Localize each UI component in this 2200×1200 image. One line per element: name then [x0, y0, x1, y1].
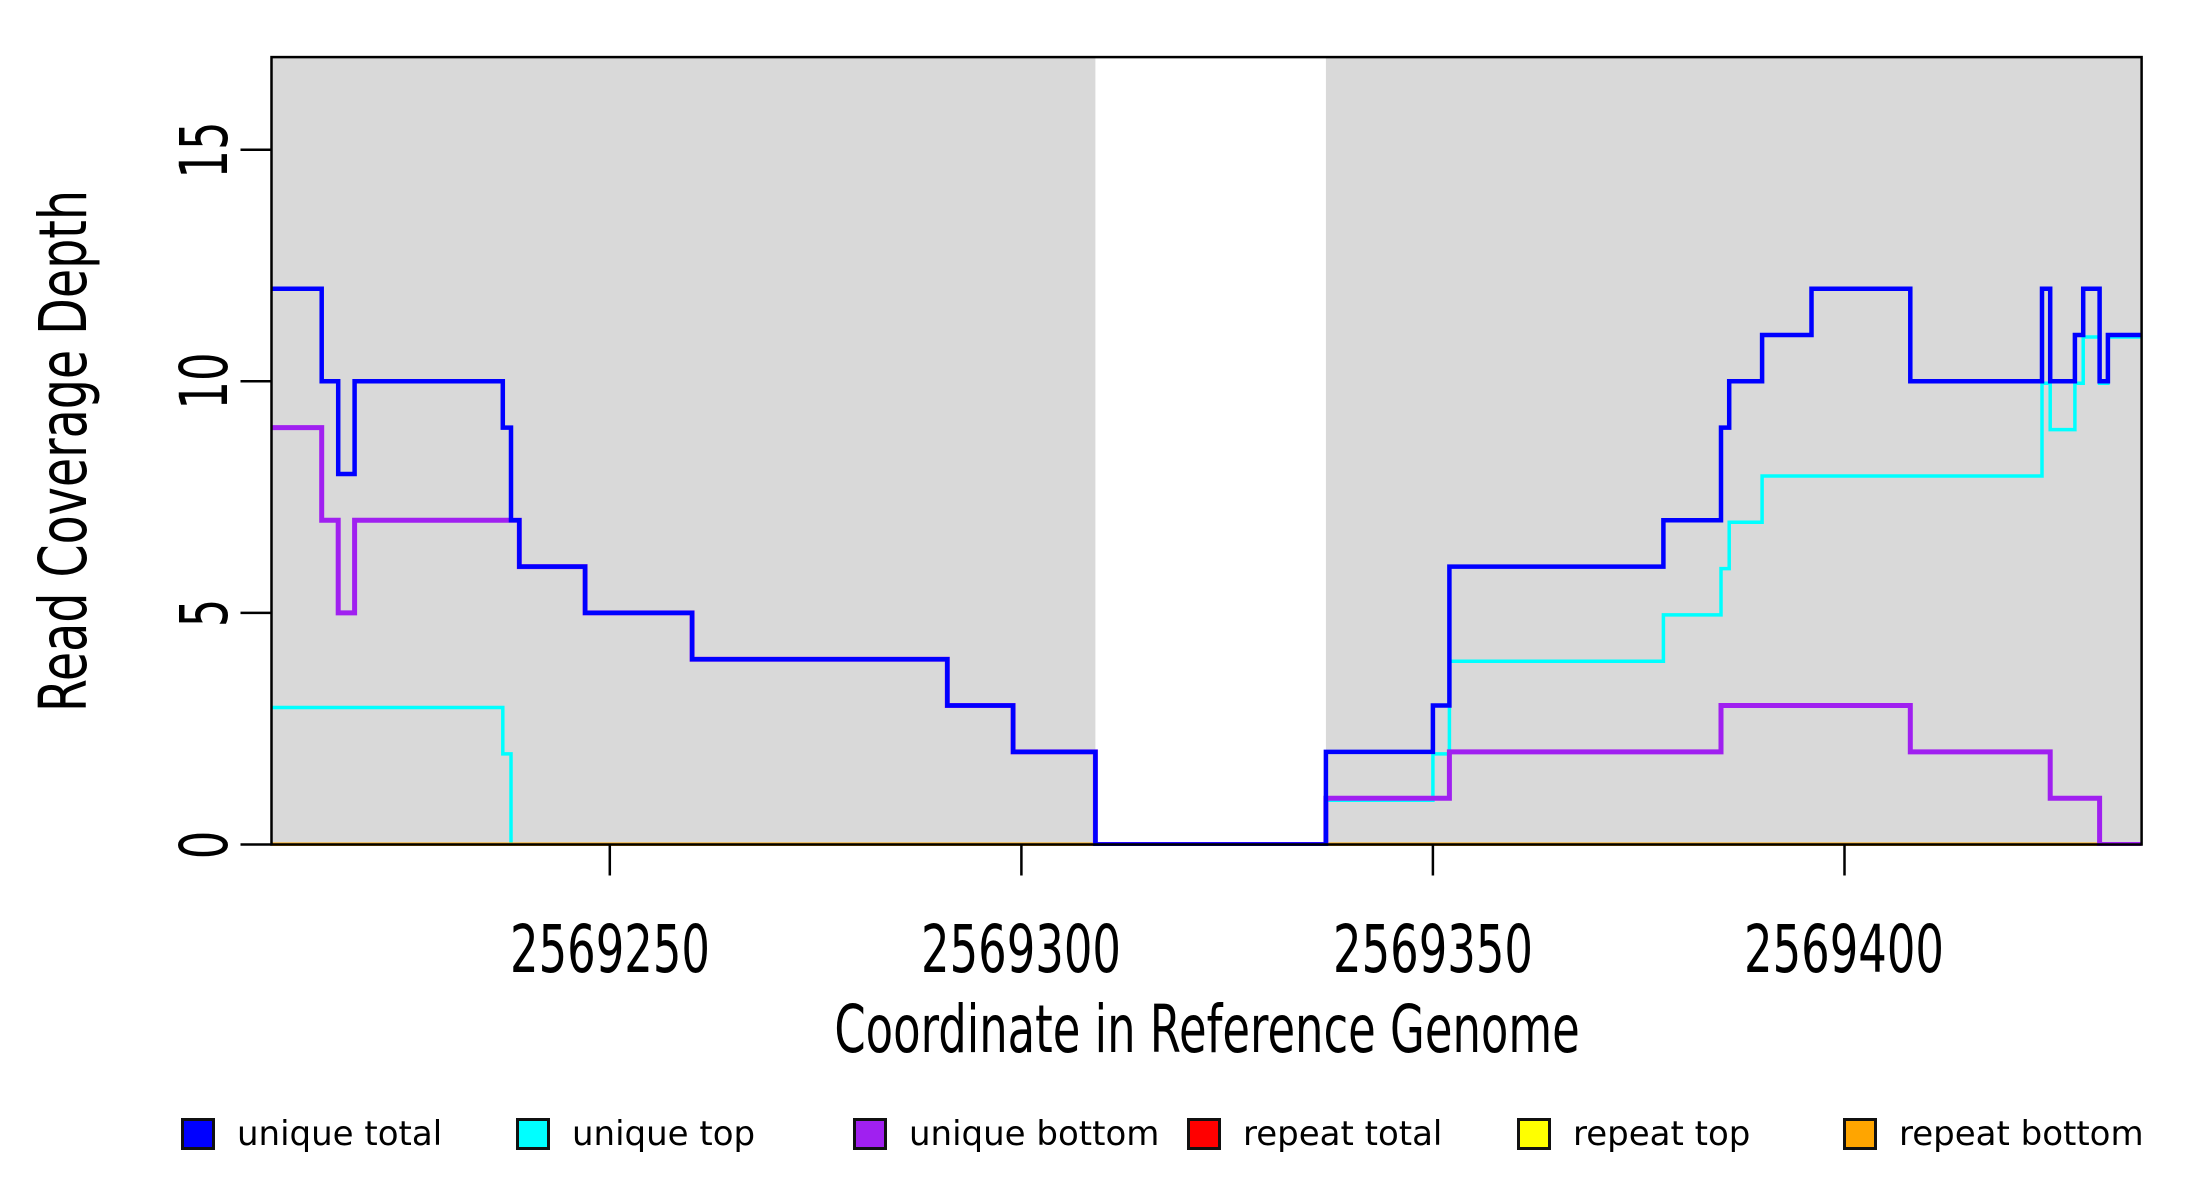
legend-label: unique total	[237, 1114, 443, 1154]
legend-swatch-icon	[853, 1118, 887, 1150]
y-axis-title: Read Coverage Depth	[25, 189, 102, 712]
series-unique-total	[271, 286, 2142, 847]
y-tick-label: 5	[166, 598, 243, 628]
y-tick-label: 0	[166, 830, 243, 859]
legend-label: unique bottom	[909, 1114, 1160, 1154]
legend-swatch-icon	[1517, 1118, 1551, 1150]
legend-item-repeat-bottom: repeat bottom	[1843, 1110, 2144, 1158]
legend-swatch-icon	[1187, 1118, 1221, 1150]
shaded-coverage-region	[271, 57, 1096, 845]
y-tick-label: 15	[166, 121, 243, 179]
x-axis-title: Coordinate in Reference Genome	[833, 991, 1580, 1068]
legend-swatch-icon	[181, 1118, 215, 1150]
legend-item-unique-total: unique total	[181, 1110, 442, 1158]
legend-item-repeat-total: repeat total	[1187, 1110, 1442, 1158]
legend-label: repeat bottom	[1899, 1114, 2144, 1154]
x-tick-label: 2569350	[1332, 911, 1533, 988]
y-tick-label: 10	[166, 352, 243, 410]
x-tick-label: 2569400	[1744, 911, 1945, 988]
x-tick-label: 2569250	[509, 911, 710, 988]
legend-item-unique-bottom: unique bottom	[853, 1110, 1159, 1158]
legend-label: repeat top	[1573, 1114, 1751, 1154]
x-tick-label: 2569300	[921, 911, 1122, 988]
plot-border	[270, 55, 2143, 846]
shaded-coverage-region	[1325, 57, 2142, 845]
legend-swatch-icon	[1843, 1118, 1877, 1150]
legend-item-unique-top: unique top	[516, 1110, 755, 1158]
legend-label: unique top	[572, 1114, 756, 1154]
legend-swatch-icon	[516, 1118, 550, 1150]
legend-item-repeat-top: repeat top	[1517, 1110, 1750, 1158]
legend-label: repeat total	[1243, 1114, 1443, 1154]
